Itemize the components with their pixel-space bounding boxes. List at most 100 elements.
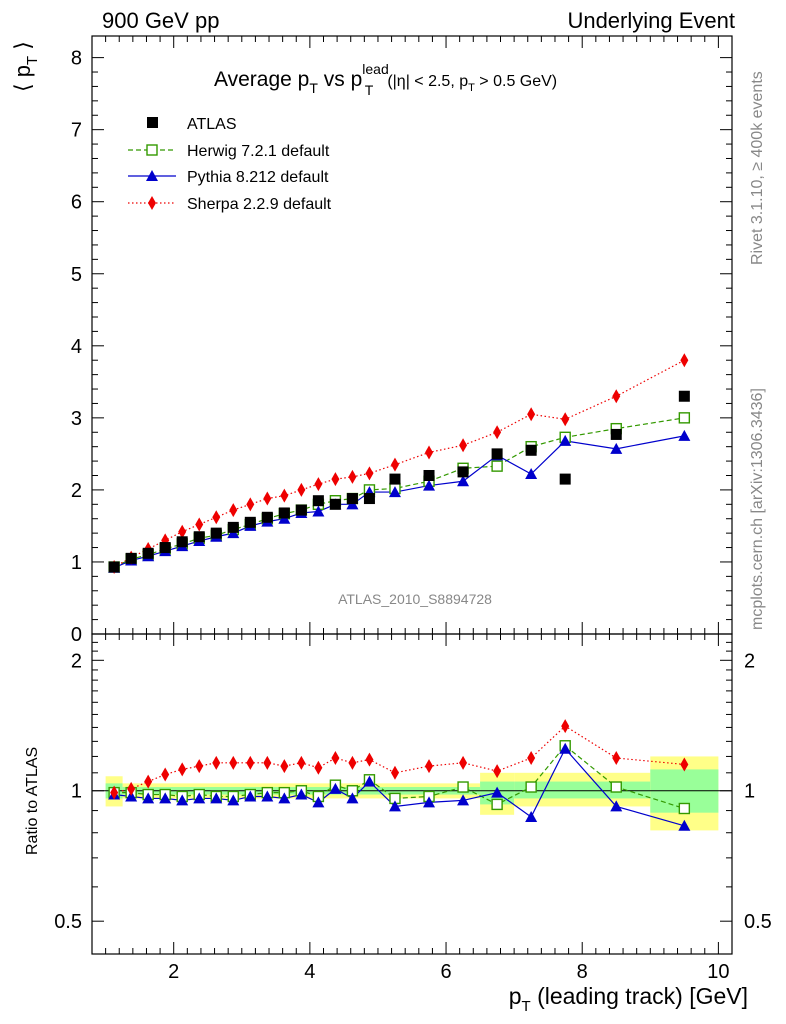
x-tick-label: 4	[304, 961, 315, 983]
legend-atlas-marker	[147, 117, 158, 128]
legend-atlas-label: ATLAS	[187, 116, 237, 133]
ratio-point-pythia	[159, 792, 172, 804]
ratio-point-pythia	[312, 796, 325, 808]
ratio-point-pythia	[525, 810, 538, 822]
ratio-point-pythia	[142, 792, 155, 804]
point-sherpa	[390, 457, 399, 472]
y-tick-label-bottom: 2	[71, 650, 82, 672]
point-atlas	[142, 547, 154, 559]
ratio-point-herwig	[525, 781, 537, 793]
point-atlas	[389, 473, 401, 485]
ratio-point-sherpa	[127, 781, 136, 796]
point-sherpa	[178, 524, 187, 539]
ratio-point-sherpa	[212, 755, 221, 770]
point-sherpa	[561, 412, 570, 427]
point-sherpa	[425, 445, 434, 460]
y-tick-label-top: 8	[71, 48, 82, 70]
ratio-point-sherpa	[680, 757, 689, 772]
point-sherpa	[229, 503, 238, 518]
point-pythia	[525, 468, 538, 480]
ratio-point-sherpa	[459, 755, 468, 770]
y-tick-label-top: 7	[71, 120, 82, 142]
point-atlas	[125, 552, 137, 564]
ratio-point-pythia	[559, 742, 572, 754]
y-label-bottom: Ratio to ATLAS	[24, 747, 41, 855]
y-tick-label-top: 4	[71, 336, 82, 358]
y-tick-label-top: 2	[71, 480, 82, 502]
ratio-point-sherpa	[493, 764, 502, 779]
point-sherpa	[280, 488, 289, 503]
ratio-point-pythia	[244, 790, 257, 802]
point-sherpa	[612, 389, 621, 404]
point-atlas	[193, 531, 205, 543]
point-atlas	[261, 511, 273, 523]
y-tick-label-bottom-right: 0.5	[744, 911, 772, 933]
point-atlas	[559, 473, 571, 485]
point-atlas	[610, 428, 622, 440]
y-tick-label-bottom-right: 1	[744, 781, 755, 803]
ratio-point-sherpa	[229, 755, 238, 770]
x-tick-label: 6	[440, 961, 451, 983]
point-sherpa	[459, 438, 468, 453]
ratio-point-pythia	[457, 794, 470, 806]
ratio-point-sherpa	[365, 752, 374, 767]
point-atlas	[278, 507, 290, 519]
ratio-point-pythia	[278, 792, 291, 804]
ratio-point-sherpa	[348, 755, 357, 770]
y-tick-label-top: 0	[71, 624, 82, 646]
ratio-point-pythia	[388, 800, 401, 812]
point-sherpa	[297, 482, 306, 497]
ratio-panel-frame	[91, 633, 733, 955]
ratio-point-sherpa	[297, 755, 306, 770]
point-herwig	[491, 460, 503, 472]
ratio-point-pythia	[423, 796, 436, 808]
ratio-point-pythia	[261, 790, 274, 802]
y-tick-label-top: 3	[71, 408, 82, 430]
ratio-point-herwig	[491, 798, 503, 811]
point-atlas	[329, 498, 341, 510]
ratio-point-sherpa	[144, 774, 153, 789]
point-sherpa	[314, 477, 323, 492]
point-atlas	[491, 448, 503, 460]
y-tick-label-bottom: 1	[71, 781, 82, 803]
ratio-point-pythia	[491, 786, 504, 798]
x-tick-label: 8	[577, 961, 588, 983]
ratio-point-sherpa	[246, 755, 255, 770]
y-tick-label-top: 1	[71, 552, 82, 574]
point-atlas	[363, 493, 375, 505]
point-atlas	[295, 504, 307, 516]
ratio-point-pythia	[329, 782, 342, 794]
point-sherpa	[195, 517, 204, 532]
header-right: Underlying Event	[567, 8, 735, 33]
point-atlas	[176, 536, 188, 548]
point-pythia	[423, 479, 436, 491]
point-atlas	[423, 469, 435, 481]
ratio-point-sherpa	[178, 762, 187, 777]
ratio-point-sherpa	[425, 759, 434, 774]
legend-sherpa-label: Sherpa 2.2.9 default	[187, 196, 332, 213]
legend-herwig-marker	[146, 144, 158, 156]
point-atlas	[457, 466, 469, 478]
point-atlas	[108, 561, 120, 573]
ratio-point-herwig	[610, 781, 622, 793]
legend-pythia-marker	[146, 170, 158, 181]
point-atlas	[678, 390, 690, 402]
ratio-point-pythia	[363, 775, 376, 787]
point-sherpa	[331, 472, 340, 487]
ratio-point-sherpa	[263, 755, 272, 770]
legend-herwig-label: Herwig 7.2.1 default	[187, 143, 330, 160]
point-pythia	[457, 475, 470, 487]
ratio-point-pythia	[346, 792, 359, 804]
y-tick-label-top: 6	[71, 192, 82, 214]
mcplots-label: mcplots.cern.ch [arXiv:1306.3436]	[749, 388, 766, 630]
point-herwig	[678, 412, 691, 424]
legend-pythia-label: Pythia 8.212 default	[187, 169, 329, 186]
point-sherpa	[527, 407, 536, 422]
point-atlas	[210, 527, 222, 539]
ratio-point-sherpa	[161, 767, 170, 782]
point-pythia	[388, 486, 401, 498]
ratio-point-herwig	[457, 781, 469, 793]
ratio-point-sherpa	[561, 719, 570, 734]
ratio-point-herwig	[678, 802, 691, 815]
